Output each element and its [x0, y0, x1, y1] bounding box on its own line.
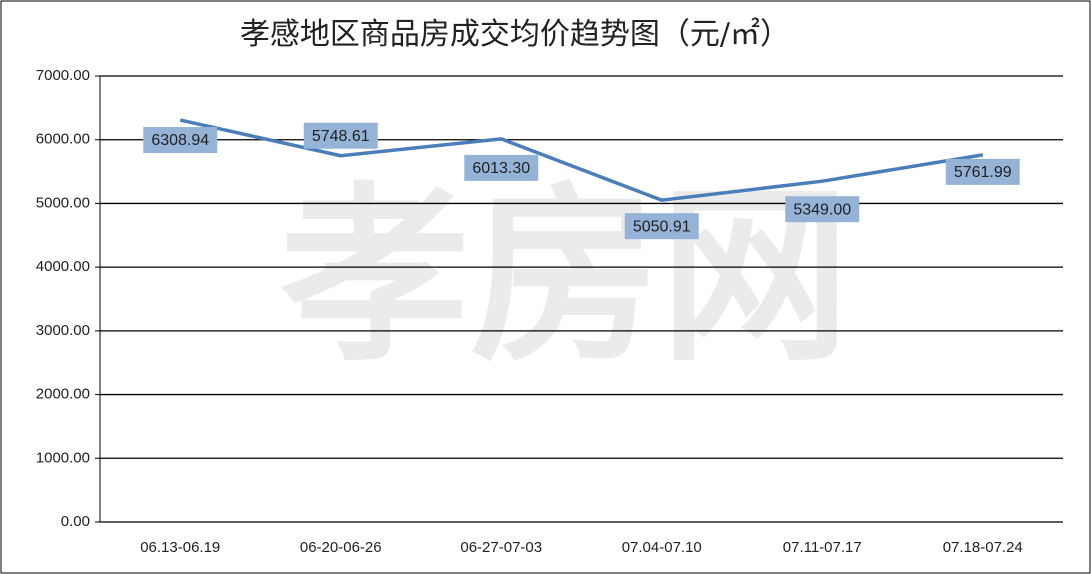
line [179, 118, 984, 202]
x-tick-label: 07.18-07.24 [943, 539, 1023, 556]
data-label-box [785, 196, 860, 223]
y-tick-label: 0.00 [61, 513, 90, 530]
y-tick-label: 2000.00 [36, 386, 90, 403]
data-label: 5761.99 [954, 164, 1012, 181]
data-label: 5349.00 [793, 201, 851, 218]
data-label-box [464, 154, 539, 181]
y-tick-label: 3000.00 [36, 322, 90, 339]
x-tick-label: 06-27-07-03 [460, 539, 542, 556]
x-tick-label: 06-20-06-26 [300, 539, 382, 556]
data-label-box [945, 158, 1020, 185]
data-label-box [143, 127, 218, 154]
data-label: 6013.30 [472, 160, 530, 177]
data-label-box [303, 122, 378, 149]
data-label: 5748.61 [312, 128, 370, 145]
x-tick-label: 07.04-07.10 [622, 539, 702, 556]
y-tick-label: 1000.00 [36, 449, 90, 466]
data-label: 5050.91 [633, 218, 691, 235]
data-label: 6308.94 [151, 132, 209, 149]
y-tick-label: 7000.00 [36, 67, 90, 84]
chart-title: 孝感地区商品房成交均价趋势图（元/㎡） [240, 17, 790, 52]
y-tick-label: 4000.00 [36, 258, 90, 275]
y-tick-label: 5000.00 [36, 194, 90, 211]
y-tick-label: 6000.00 [36, 131, 90, 148]
x-tick-label: 06.13-06.19 [140, 539, 220, 556]
watermark: 孝房网 [280, 166, 850, 387]
x-tick-label: 07.11-07.17 [783, 539, 862, 556]
data-label-box [624, 213, 699, 240]
